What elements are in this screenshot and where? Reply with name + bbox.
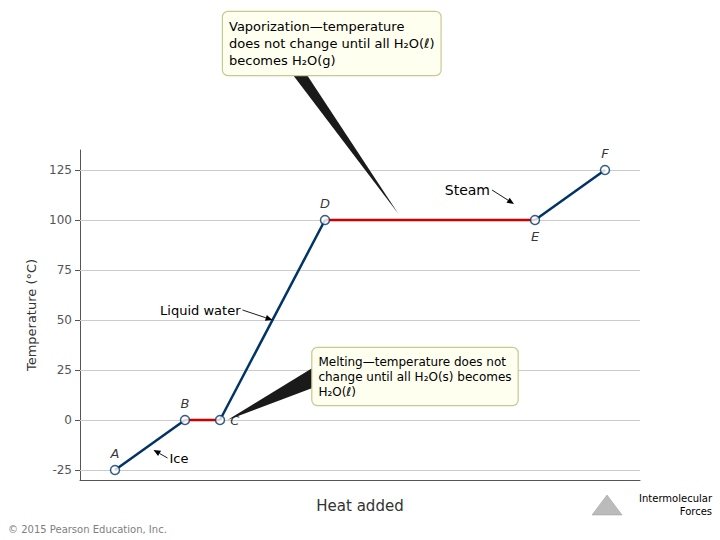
svg-text:Temperature (°C): Temperature (°C) [24, 259, 39, 372]
svg-text:Vaporization—temperature: Vaporization—temperature [229, 19, 404, 34]
svg-text:125: 125 [49, 163, 72, 177]
svg-text:50: 50 [57, 313, 72, 327]
svg-text:A: A [110, 446, 120, 461]
svg-text:H₂O(ℓ): H₂O(ℓ) [318, 385, 356, 399]
svg-text:Liquid water: Liquid water [160, 303, 241, 318]
svg-text:Intermolecular: Intermolecular [639, 493, 713, 504]
svg-text:C: C [230, 412, 240, 428]
svg-text:B: B [181, 396, 190, 411]
svg-text:F: F [601, 146, 609, 161]
svg-text:Steam: Steam [445, 182, 490, 198]
svg-text:change until all H₂O(s) become: change until all H₂O(s) becomes [318, 370, 511, 384]
svg-text:Forces: Forces [680, 506, 712, 517]
svg-text:does not change until all H₂O(: does not change until all H₂O(ℓ) [229, 36, 435, 51]
svg-text:becomes H₂O(g): becomes H₂O(g) [229, 53, 336, 68]
svg-text:0: 0 [64, 413, 72, 427]
svg-text:75: 75 [57, 263, 72, 277]
svg-text:Heat added: Heat added [316, 497, 403, 515]
svg-text:E: E [531, 229, 540, 244]
svg-text:25: 25 [57, 363, 72, 377]
svg-text:-25: -25 [52, 463, 72, 477]
svg-text:© 2015 Pearson Education, Inc.: © 2015 Pearson Education, Inc. [8, 524, 167, 535]
svg-text:Ice: Ice [170, 451, 189, 466]
svg-text:D: D [320, 196, 330, 211]
svg-text:100: 100 [49, 213, 72, 227]
svg-text:Melting—temperature does not: Melting—temperature does not [318, 355, 506, 369]
